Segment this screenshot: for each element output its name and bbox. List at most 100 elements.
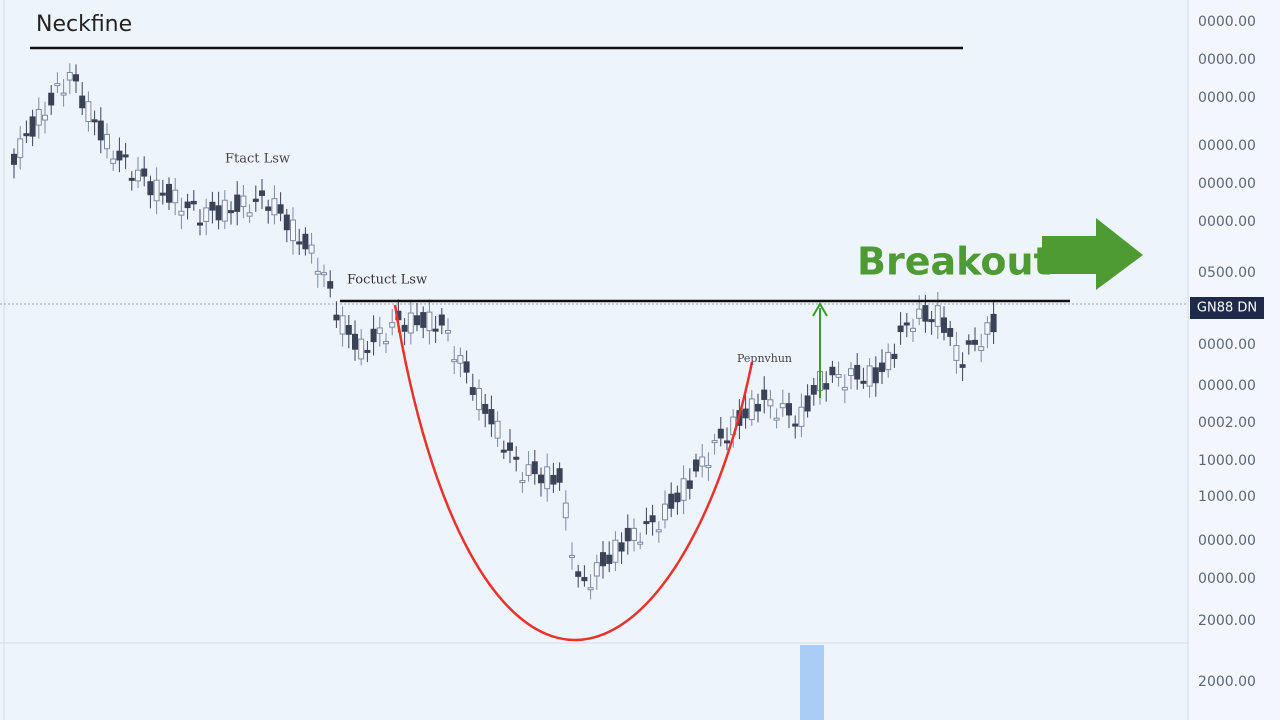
candle-body <box>779 403 786 409</box>
y-axis-label: 0002.00 <box>1198 415 1256 431</box>
candle-body <box>606 554 613 564</box>
candle-body <box>29 116 36 137</box>
candle-body <box>488 409 495 425</box>
candle-body <box>562 502 569 519</box>
candle-body <box>897 325 904 333</box>
y-axis-label: 2000.00 <box>1198 674 1256 690</box>
candle-body <box>35 108 42 126</box>
candle-body <box>17 138 24 158</box>
candle-body <box>414 315 420 326</box>
candle-body <box>420 312 427 328</box>
candle-body <box>792 423 799 427</box>
candle-body <box>513 456 520 460</box>
candle-body <box>507 442 513 451</box>
candle-body <box>755 403 761 412</box>
breakout-label: Breakout <box>857 240 1052 284</box>
candle-body <box>308 244 315 254</box>
candle-body <box>451 359 458 363</box>
annotation: Foctuct Lsw <box>347 273 427 288</box>
y-axis-label: 2000.00 <box>1198 613 1256 629</box>
price-tag <box>1190 297 1264 319</box>
candle-body <box>358 338 365 360</box>
candle-body <box>711 440 718 444</box>
candle-body <box>296 241 303 245</box>
candle-body <box>556 468 563 483</box>
y-axis-label: 0000.00 <box>1198 138 1256 154</box>
candle-body <box>327 281 334 289</box>
candle-body <box>593 562 600 577</box>
candle-body <box>197 222 203 226</box>
candle-body <box>426 311 433 332</box>
candle-body <box>965 340 972 345</box>
candle-body <box>643 521 650 525</box>
candle-body <box>122 154 129 158</box>
candle-body <box>172 189 179 204</box>
candle-body <box>879 362 885 372</box>
candle-body <box>649 515 656 523</box>
candle-body <box>209 201 216 211</box>
candle-body <box>252 198 259 202</box>
candle-body <box>352 333 358 350</box>
candle-body <box>166 183 172 203</box>
candle-body <box>147 181 154 196</box>
candle-body <box>283 214 290 231</box>
plot-background <box>0 0 1188 720</box>
candle-body <box>724 440 730 444</box>
candle-body <box>984 322 991 335</box>
candle-body <box>85 101 92 122</box>
candle-body <box>91 119 98 123</box>
candle-body <box>407 312 414 334</box>
candle-body <box>550 474 557 485</box>
candle-body <box>116 150 123 161</box>
candle-body <box>773 417 780 421</box>
y-axis-label: 0000.00 <box>1198 378 1256 394</box>
candle-body <box>383 341 389 345</box>
y-axis-label: 1000.00 <box>1198 453 1256 469</box>
candle-body <box>668 493 675 509</box>
candle-body <box>655 529 662 533</box>
candle-body <box>624 527 631 542</box>
candle-body <box>314 270 321 275</box>
candle-body <box>903 322 910 326</box>
candle-body <box>767 399 774 407</box>
candle-body <box>866 365 873 387</box>
y-axis: 0000.00 0000.00 0000.00 0000.00 0000.00 0000.… <box>1198 14 1256 690</box>
candle-body <box>271 198 278 216</box>
candle-body <box>463 361 470 373</box>
candle-body <box>438 314 445 326</box>
candle-body <box>693 459 699 472</box>
candle-body <box>476 387 482 411</box>
candle-body <box>370 328 377 343</box>
volume-bar <box>800 645 824 720</box>
candle-body <box>637 541 644 545</box>
candle-body <box>922 305 929 322</box>
candle-body <box>135 169 141 182</box>
y-axis-label: 0000.00 <box>1198 176 1256 192</box>
candle-body <box>990 313 997 333</box>
candle-body <box>265 206 272 211</box>
candle-body <box>686 480 693 489</box>
candle-body <box>947 327 954 337</box>
candle-body <box>389 322 396 328</box>
candle-body <box>525 464 532 476</box>
candle-body <box>457 355 464 364</box>
annotation: Ftact Lsw <box>225 152 290 167</box>
candle-body <box>748 398 755 421</box>
candle-body <box>860 380 867 384</box>
y-axis-label: 0000.00 <box>1198 337 1256 353</box>
candle-body <box>54 83 61 87</box>
y-axis-label: 0000.00 <box>1198 90 1256 106</box>
candle-body <box>445 329 451 334</box>
candle-body <box>631 527 637 541</box>
candle-body <box>705 464 712 468</box>
breakout-arrow-head <box>812 302 828 317</box>
candle-body <box>234 194 241 212</box>
candle-body <box>835 374 842 378</box>
candle-body <box>742 408 749 419</box>
candle-body <box>79 95 86 109</box>
candle-body <box>823 383 830 390</box>
candle-body <box>662 503 668 521</box>
candle-body <box>891 353 898 360</box>
candle-body <box>401 324 408 332</box>
